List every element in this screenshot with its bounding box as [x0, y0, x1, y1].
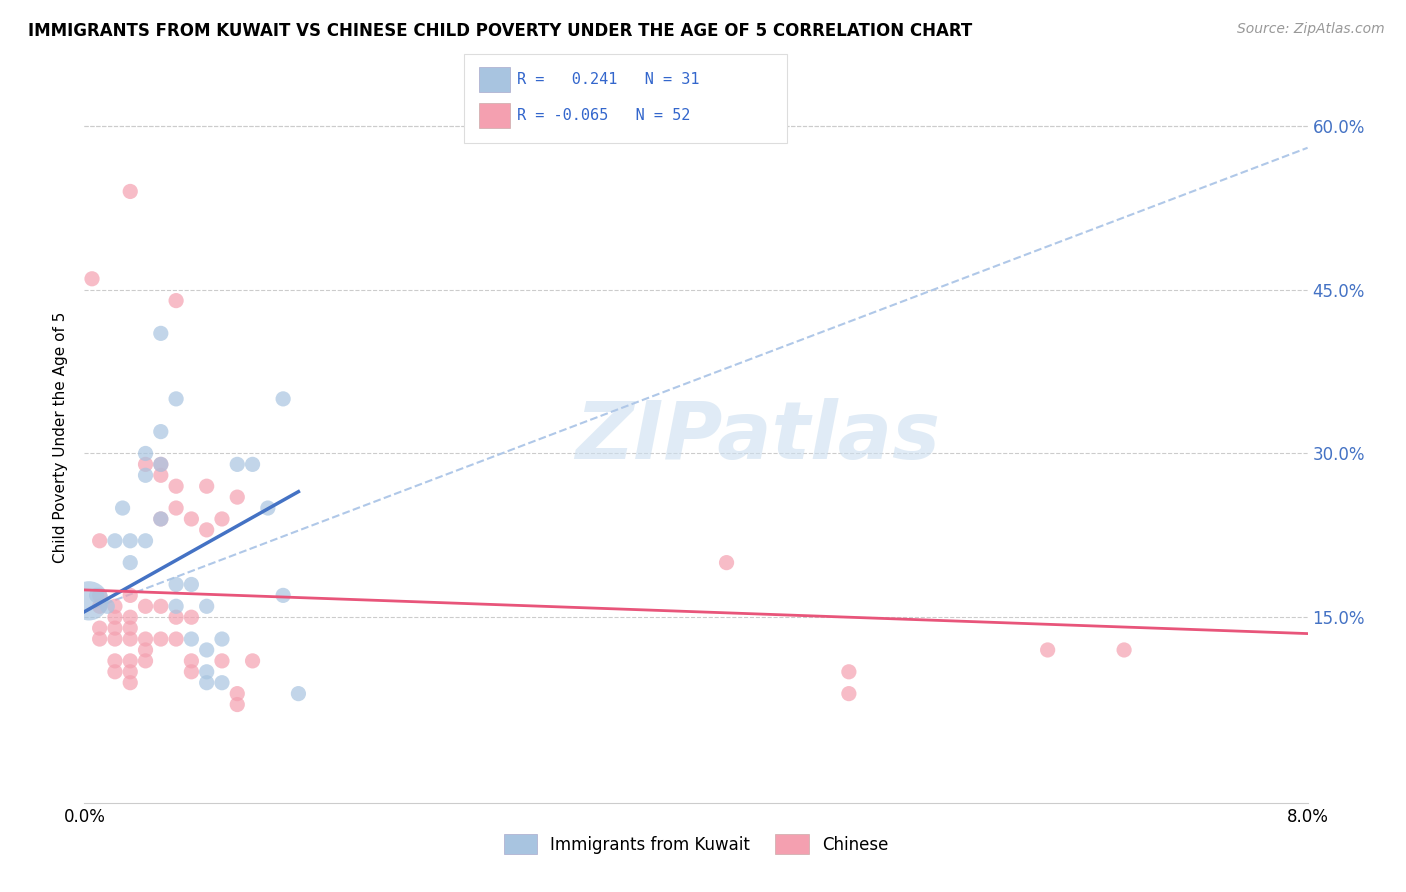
Point: [180, 665, 202, 679]
Point: [135, 458, 157, 472]
Point: [195, 523, 218, 537]
Text: IMMIGRANTS FROM KUWAIT VS CHINESE CHILD POVERTY UNDER THE AGE OF 5 CORRELATION C: IMMIGRANTS FROM KUWAIT VS CHINESE CHILD …: [28, 22, 973, 40]
Point: [89, 632, 111, 646]
Point: [195, 665, 218, 679]
Point: [165, 610, 187, 624]
Point: [135, 654, 157, 668]
Point: [120, 654, 142, 668]
Point: [838, 687, 860, 701]
Point: [149, 468, 172, 483]
Point: [135, 468, 157, 483]
Point: [242, 458, 264, 472]
Point: [80, 272, 103, 286]
Point: [211, 654, 233, 668]
Point: [149, 326, 172, 341]
Text: ZIPatlas: ZIPatlas: [575, 398, 939, 476]
Point: [135, 446, 157, 460]
Point: [165, 392, 187, 406]
Point: [104, 533, 127, 548]
Point: [165, 479, 187, 493]
Point: [195, 479, 218, 493]
Point: [257, 501, 280, 516]
Point: [226, 458, 249, 472]
Point: [180, 654, 202, 668]
Point: [89, 621, 111, 635]
Point: [211, 512, 233, 526]
Point: [89, 599, 111, 614]
Text: R = -0.065   N = 52: R = -0.065 N = 52: [517, 108, 690, 122]
Point: [226, 490, 249, 504]
Point: [149, 425, 172, 439]
Point: [120, 556, 142, 570]
Point: [149, 458, 172, 472]
Point: [195, 599, 218, 614]
Point: [165, 577, 187, 591]
Text: R =   0.241   N = 31: R = 0.241 N = 31: [517, 72, 700, 87]
Point: [89, 588, 111, 602]
Point: [104, 621, 127, 635]
Y-axis label: Child Poverty Under the Age of 5: Child Poverty Under the Age of 5: [53, 311, 69, 563]
Point: [77, 594, 100, 608]
Point: [86, 588, 108, 602]
Point: [149, 599, 172, 614]
Point: [135, 632, 157, 646]
Point: [120, 610, 142, 624]
Point: [120, 588, 142, 602]
Point: [271, 392, 294, 406]
Point: [149, 458, 172, 472]
Point: [165, 293, 187, 308]
Point: [195, 675, 218, 690]
Point: [104, 654, 127, 668]
Point: [120, 621, 142, 635]
Point: [149, 512, 172, 526]
Point: [165, 599, 187, 614]
Point: [111, 501, 134, 516]
Point: [149, 512, 172, 526]
Point: [180, 610, 202, 624]
Point: [287, 687, 309, 701]
Point: [120, 665, 142, 679]
Point: [135, 599, 157, 614]
Point: [104, 599, 127, 614]
Point: [271, 588, 294, 602]
Point: [211, 632, 233, 646]
Point: [211, 675, 233, 690]
Point: [120, 675, 142, 690]
Point: [226, 698, 249, 712]
Point: [180, 632, 202, 646]
Point: [1036, 643, 1059, 657]
Point: [165, 501, 187, 516]
Point: [104, 632, 127, 646]
Point: [195, 643, 218, 657]
Point: [135, 643, 157, 657]
Point: [104, 665, 127, 679]
Legend: Immigrants from Kuwait, Chinese: Immigrants from Kuwait, Chinese: [496, 828, 896, 860]
Point: [120, 185, 142, 199]
Point: [104, 610, 127, 624]
Point: [165, 632, 187, 646]
Text: Source: ZipAtlas.com: Source: ZipAtlas.com: [1237, 22, 1385, 37]
Point: [120, 533, 142, 548]
Point: [180, 577, 202, 591]
Point: [716, 556, 738, 570]
Point: [120, 632, 142, 646]
Point: [226, 687, 249, 701]
Point: [838, 665, 860, 679]
Point: [180, 512, 202, 526]
Point: [96, 599, 118, 614]
Point: [1114, 643, 1136, 657]
Point: [135, 533, 157, 548]
Point: [149, 632, 172, 646]
Point: [89, 533, 111, 548]
Point: [242, 654, 264, 668]
